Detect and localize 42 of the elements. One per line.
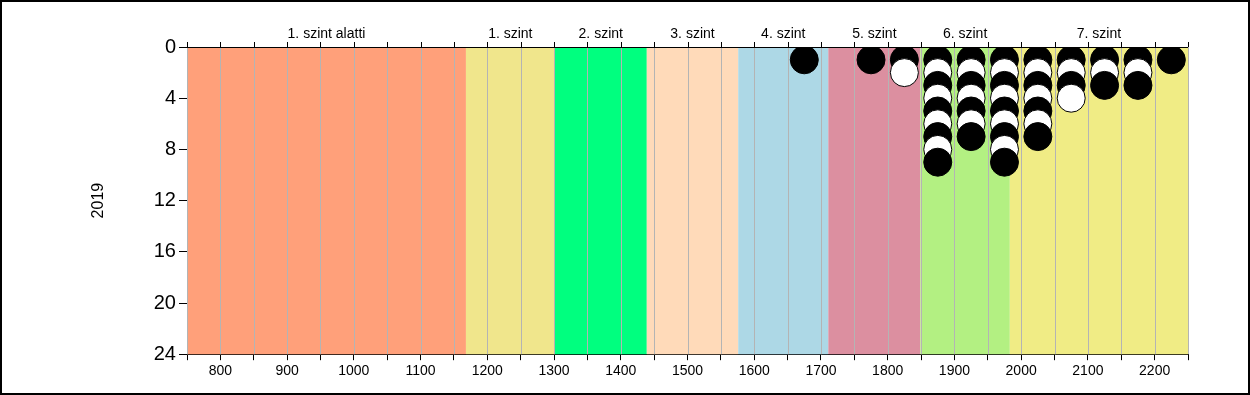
y-tick-label: 12 [153, 188, 176, 211]
x-tick-label: 800 [208, 362, 233, 379]
band-label: 1. szint [488, 24, 533, 41]
point [956, 122, 986, 152]
band-label: 2. szint [578, 24, 624, 41]
point [923, 147, 953, 177]
x-tick-label: 2100 [1072, 362, 1104, 379]
point [1090, 70, 1120, 100]
y-axis-title: 2019 [89, 182, 107, 219]
point [856, 47, 886, 75]
band-label: 1. szint alatti [287, 24, 366, 41]
x-tick-label: 1400 [605, 362, 637, 379]
x-tick-label: 1200 [471, 362, 504, 379]
x-tick-label: 1800 [872, 362, 904, 379]
x-tick-label: 2200 [1139, 362, 1171, 379]
x-tick-label: 2000 [1005, 362, 1037, 379]
band-label: 6. szint [942, 24, 988, 41]
y-tick-label: 20 [153, 290, 176, 313]
band-label: 4. szint [761, 24, 806, 41]
band-label: 5. szint [852, 24, 897, 41]
point [989, 147, 1019, 177]
point [1023, 122, 1053, 152]
point [889, 58, 919, 88]
point [1123, 70, 1153, 100]
x-tick-label: 1500 [671, 362, 704, 379]
y-tick-label: 24 [153, 341, 176, 364]
y-tick-label: 8 [164, 136, 176, 159]
x-tick-label: 1900 [938, 362, 971, 379]
point [789, 47, 819, 75]
x-tick-label: 1700 [805, 362, 837, 379]
x-tick-label: 1100 [405, 362, 436, 379]
band-label: 3. szint [670, 24, 715, 41]
x-tick-label: 900 [275, 362, 299, 379]
point [1056, 83, 1086, 113]
x-tick-label: 1600 [738, 362, 771, 379]
x-tick-label: 1300 [538, 362, 570, 379]
y-tick-label: 0 [164, 34, 176, 57]
y-tick-label: 4 [164, 85, 176, 108]
y-tick-label: 16 [153, 239, 176, 262]
band-label: 7. szint [1076, 24, 1122, 41]
point [1156, 47, 1186, 75]
x-tick-label: 1000 [338, 362, 370, 379]
